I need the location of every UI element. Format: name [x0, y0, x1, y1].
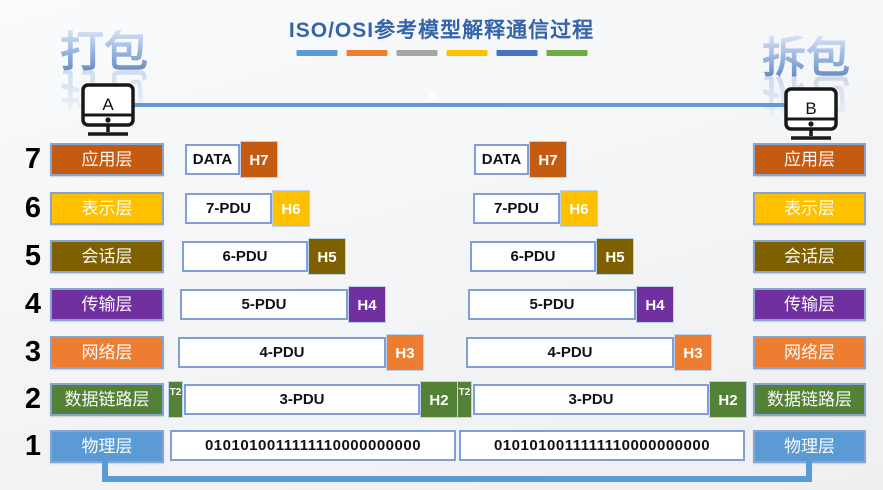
layer-box-right-application: 应用层	[753, 143, 866, 176]
pdu-box-right-7pdu: 7-PDU	[473, 193, 560, 224]
layer-number-2: 2	[24, 383, 42, 415]
page-title: ISO/OSI参考模型解释通信过程	[288, 19, 595, 42]
layer-number-4: 4	[24, 288, 42, 320]
header-box-left-h3: H3	[386, 334, 424, 371]
pdu-box-left-7pdu: 7-PDU	[185, 193, 272, 224]
host-b-label: B	[805, 99, 816, 118]
layer-number-6: 6	[24, 192, 42, 224]
pdu-box-right-5pdu: 5-PDU	[468, 289, 636, 320]
layer-box-left-datalink: 数据链路层	[50, 383, 164, 416]
dash-gray	[396, 50, 437, 56]
header-box-right-h7: H7	[529, 141, 567, 178]
dash-gold	[446, 50, 487, 56]
layer-box-left-physical: 物理层	[50, 430, 164, 463]
layer-box-left-application: 应用层	[50, 143, 164, 176]
layer-box-left-network: 网络层	[50, 336, 164, 369]
pdu-box-right-4pdu: 4-PDU	[466, 337, 674, 368]
layer-number-1: 1	[24, 430, 42, 462]
layer-number-5: 5	[24, 240, 42, 272]
layer-number-7: 7	[24, 143, 42, 175]
dash-green	[546, 50, 587, 56]
dash-orange	[346, 50, 387, 56]
header-box-right-h5: H5	[596, 238, 634, 275]
header-box-right-h2: H2	[709, 381, 747, 418]
pdu-box-left-data: DATA	[185, 144, 240, 175]
dash-darkblue	[496, 50, 537, 56]
pdu-box-left-5pdu: 5-PDU	[180, 289, 348, 320]
dash-blue	[296, 50, 337, 56]
pdu-box-left-4pdu: 4-PDU	[178, 337, 386, 368]
layer-box-right-physical: 物理层	[753, 430, 866, 463]
physical-link-connector	[102, 460, 812, 482]
pack-label: 打包 打包	[60, 27, 148, 114]
unpack-label-text: 拆包	[762, 33, 850, 82]
layer-number-3: 3	[24, 336, 42, 368]
computer-a-icon: A	[80, 82, 136, 145]
layer-box-right-network: 网络层	[753, 336, 866, 369]
header-box-left-h7: H7	[240, 141, 278, 178]
header-box-left-h4: H4	[348, 286, 386, 323]
layer-box-right-datalink: 数据链路层	[753, 383, 866, 416]
layer-box-right-transport: 传输层	[753, 288, 866, 321]
bitstream-box-right: 0101010011111110000000000	[459, 430, 745, 461]
header-box-left-h2: H2	[420, 381, 458, 418]
pdu-box-left-6pdu: 6-PDU	[182, 241, 308, 272]
layer-box-right-presentation: 表示层	[753, 192, 866, 225]
layer-box-right-session: 会话层	[753, 240, 866, 273]
layer-box-left-session: 会话层	[50, 240, 164, 273]
title-underline-dashes	[296, 50, 587, 56]
host-a-label: A	[102, 95, 114, 114]
computer-b-icon: B	[783, 86, 839, 149]
trailer-box-right-t2: T2	[457, 381, 472, 418]
layer-box-left-transport: 传输层	[50, 288, 164, 321]
layer-box-left-presentation: 表示层	[50, 192, 164, 225]
pdu-box-right-6pdu: 6-PDU	[470, 241, 596, 272]
header-box-right-h6: H6	[560, 190, 598, 227]
pdu-box-right-3pdu: 3-PDU	[473, 384, 709, 415]
unpack-label: 拆包 拆包	[762, 33, 850, 120]
pdu-box-left-3pdu: 3-PDU	[184, 384, 420, 415]
trailer-box-left-t2: T2	[168, 381, 183, 418]
header-box-right-h4: H4	[636, 286, 674, 323]
bitstream-box-left: 0101010011111110000000000	[170, 430, 456, 461]
header-box-left-h5: H5	[308, 238, 346, 275]
header-box-left-h6: H6	[272, 190, 310, 227]
header-box-right-h3: H3	[674, 334, 712, 371]
pdu-box-right-data: DATA	[474, 144, 529, 175]
pack-label-text: 打包	[60, 27, 148, 76]
host-link-line	[133, 103, 788, 107]
